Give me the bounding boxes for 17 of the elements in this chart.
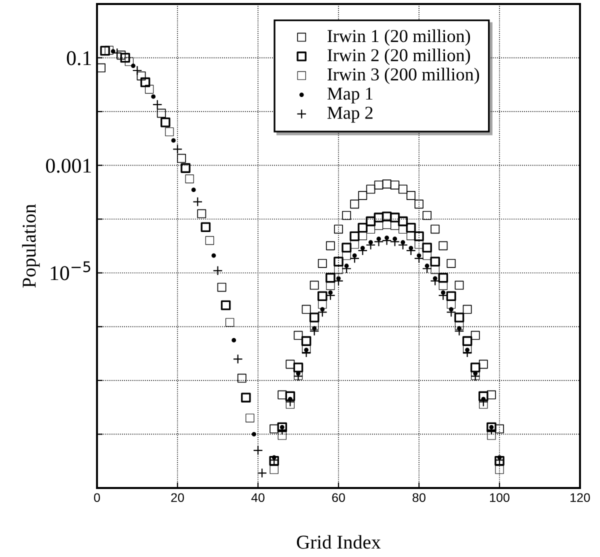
x-tick-label: 40 [251,493,264,502]
x-tick-label: 80 [412,493,426,502]
x-tick-label: 20 [171,493,184,502]
x-tick-label: 60 [332,493,345,502]
y-tick-label: 0.001 [46,158,91,173]
legend-label: Map 2 [327,106,373,123]
legend-label: Irwin 1 (20 million) [328,29,470,46]
legend-label: Irwin 2 (20 million) [328,48,470,65]
legend-label: Map 1 [327,88,372,104]
y-tick-label: 10$^{−5}$ [50,261,90,280]
x-tick-label: 100 [490,493,510,502]
x-tick-label: 120 [570,493,590,502]
legend-label: Irwin 3 (200 million) [328,68,480,84]
y-axis-title: Population [22,204,40,288]
y-tick-label: 0.1 [66,51,91,66]
x-axis-title: Grid Index [296,535,381,549]
x-tick-label: 0 [94,493,100,502]
